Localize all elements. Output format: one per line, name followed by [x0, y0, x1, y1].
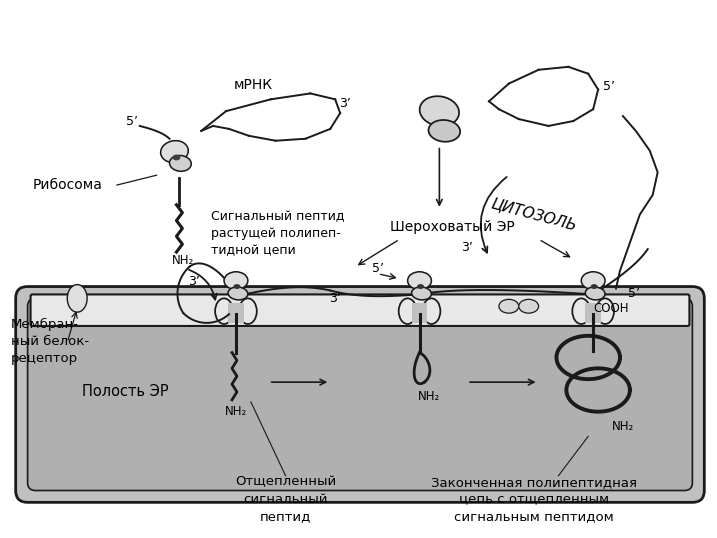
- Text: 3’: 3’: [339, 97, 351, 110]
- Ellipse shape: [67, 285, 87, 312]
- Ellipse shape: [417, 284, 424, 289]
- Text: Шероховатый ЭР: Шероховатый ЭР: [390, 221, 515, 235]
- Ellipse shape: [412, 287, 432, 300]
- Text: NH₂: NH₂: [612, 420, 634, 433]
- Ellipse shape: [585, 287, 605, 300]
- Text: 5’: 5’: [628, 287, 640, 300]
- Text: COOH: COOH: [593, 302, 629, 315]
- Text: 3’: 3’: [461, 240, 473, 253]
- Text: NH₂: NH₂: [418, 391, 440, 404]
- Bar: [585, 303, 601, 323]
- Text: Рибосома: Рибосома: [32, 178, 103, 192]
- Ellipse shape: [399, 299, 417, 324]
- Ellipse shape: [596, 299, 614, 324]
- Text: 5’: 5’: [125, 115, 138, 128]
- Text: 3’: 3’: [329, 292, 341, 305]
- Text: ЦИТОЗОЛЬ: ЦИТОЗОЛЬ: [489, 196, 578, 233]
- Bar: [412, 303, 427, 323]
- Ellipse shape: [581, 272, 605, 289]
- Text: NH₂: NH₂: [171, 254, 194, 267]
- Text: Сигнальный пептид
растущей полипеп-
тидной цепи: Сигнальный пептид растущей полипеп- тидн…: [211, 210, 345, 257]
- Ellipse shape: [239, 299, 257, 324]
- Text: Мембран-
ный белок-
рецептор: Мембран- ный белок- рецептор: [11, 318, 89, 365]
- Ellipse shape: [419, 96, 459, 126]
- Text: Отщепленный
сигнальный
пептид: Отщепленный сигнальный пептид: [235, 476, 336, 523]
- Ellipse shape: [408, 272, 432, 289]
- Ellipse shape: [161, 140, 189, 162]
- Text: мРНК: мРНК: [233, 77, 272, 91]
- FancyBboxPatch shape: [27, 299, 693, 491]
- Text: Законченная полипептидная
цепь с отщепленным
сигнальным пептидом: Законченная полипептидная цепь с отщепле…: [431, 476, 637, 523]
- Ellipse shape: [228, 287, 248, 300]
- Ellipse shape: [518, 299, 538, 313]
- FancyBboxPatch shape: [16, 287, 704, 502]
- Ellipse shape: [572, 299, 590, 324]
- Bar: [228, 303, 244, 323]
- Text: 5’: 5’: [603, 80, 615, 93]
- Ellipse shape: [234, 284, 240, 289]
- Ellipse shape: [429, 120, 460, 141]
- Ellipse shape: [169, 155, 191, 171]
- Ellipse shape: [499, 299, 518, 313]
- Ellipse shape: [215, 299, 233, 324]
- Ellipse shape: [173, 154, 181, 160]
- Ellipse shape: [591, 284, 598, 289]
- Text: 3’: 3’: [189, 275, 200, 288]
- Ellipse shape: [422, 299, 440, 324]
- FancyBboxPatch shape: [31, 294, 690, 326]
- Text: 5’: 5’: [372, 263, 384, 275]
- Text: Полость ЭР: Полость ЭР: [82, 385, 168, 400]
- Ellipse shape: [224, 272, 248, 289]
- Text: NH₂: NH₂: [225, 405, 247, 418]
